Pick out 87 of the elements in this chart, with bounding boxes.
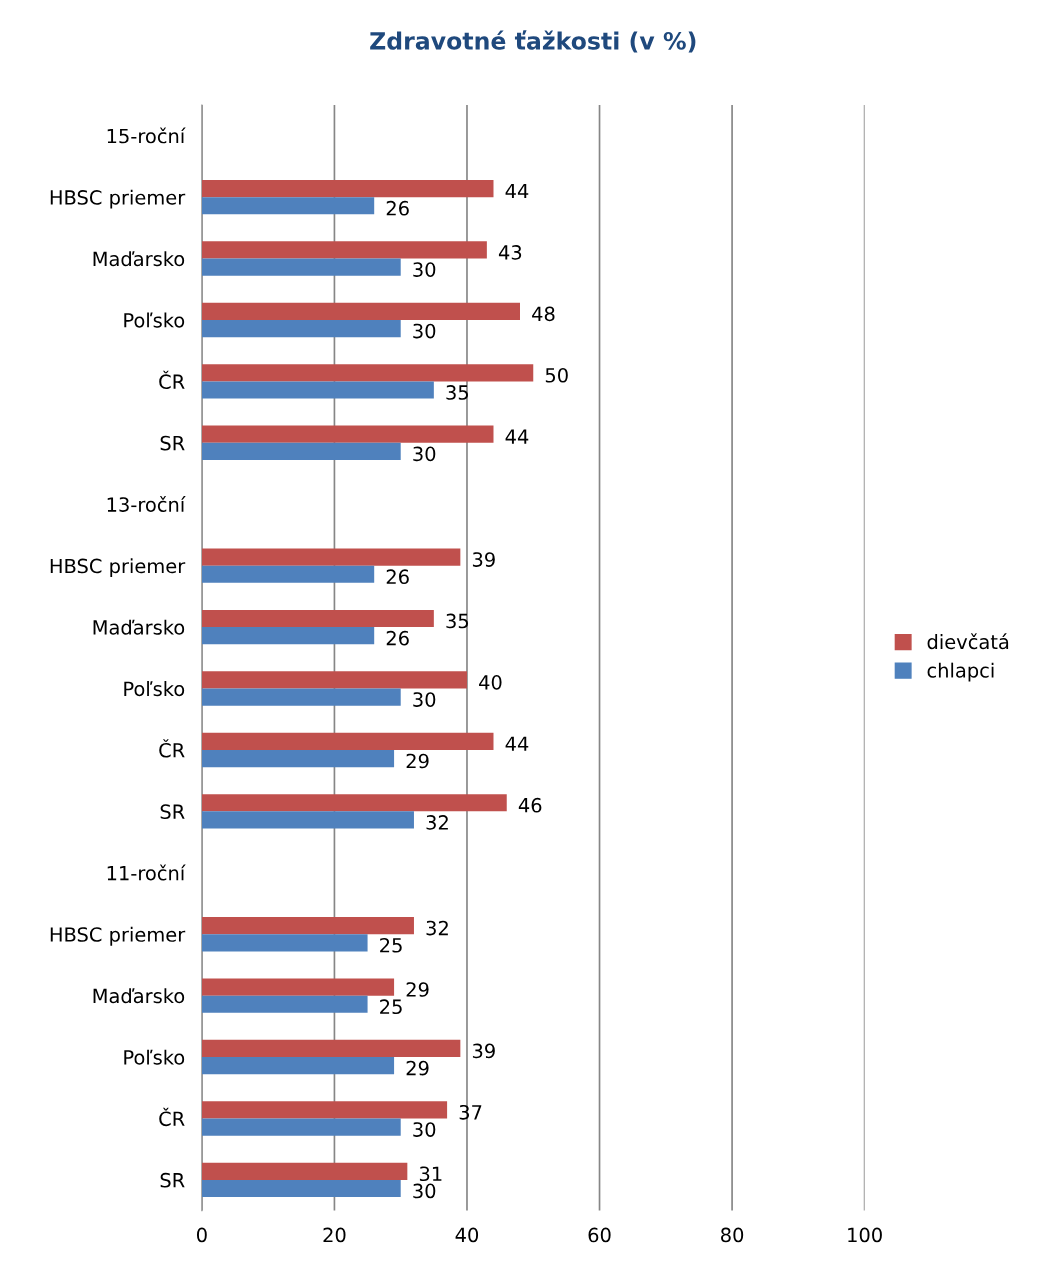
bar (201, 917, 414, 935)
x-tick-label: 40 (455, 1227, 479, 1243)
data-label: 37 (459, 1104, 482, 1120)
x-tick-label: 80 (721, 1227, 744, 1243)
data-label: 29 (406, 753, 429, 769)
data-label: 30 (413, 1122, 436, 1137)
chart-title: Zdravotné ťažkosti (v %) (370, 30, 696, 53)
data-label: 50 (545, 367, 568, 383)
data-label: 30 (413, 1183, 436, 1199)
x-tick-label: 100 (848, 1227, 882, 1243)
x-tick-label: 60 (588, 1227, 611, 1243)
bar (201, 442, 401, 461)
data-label: 35 (446, 385, 468, 400)
bar (201, 1162, 408, 1180)
bar (201, 671, 467, 689)
y-tick-label: 15-roční (107, 127, 186, 144)
bar (201, 609, 434, 628)
y-tick-label: 13-roční (107, 496, 186, 512)
bar (201, 811, 414, 829)
y-tick-label: Poľsko (124, 312, 185, 328)
data-label: 32 (426, 815, 448, 830)
bar (201, 749, 395, 768)
bar (201, 1039, 461, 1058)
y-tick-label: HBSC priemer (50, 558, 186, 578)
bar (201, 1101, 448, 1119)
bar (201, 302, 520, 320)
x-tick-label: 0 (196, 1227, 207, 1243)
data-label: 30 (413, 692, 436, 707)
legend-label: dievčatá (927, 633, 1009, 650)
data-label: 44 (505, 429, 529, 444)
bar (201, 179, 494, 198)
data-label: 39 (472, 552, 495, 567)
data-label: 29 (406, 1060, 429, 1076)
y-tick-label: Poľsko (124, 1049, 185, 1065)
data-label: 39 (472, 1043, 495, 1059)
bar (201, 241, 487, 259)
data-label: 29 (406, 982, 429, 997)
data-label: 30 (413, 446, 436, 462)
y-tick-label: 11-roční (107, 864, 186, 881)
data-label: 31 (419, 1166, 442, 1182)
bar (201, 364, 534, 382)
data-label: 43 (498, 245, 522, 260)
bar (201, 548, 461, 566)
y-tick-label: Maďarsko (93, 988, 185, 1004)
data-label: 44 (505, 183, 529, 199)
bar (201, 565, 375, 583)
y-tick-label: HBSC priemer (50, 189, 186, 209)
y-tick-label: SR (160, 804, 185, 820)
bar (201, 794, 507, 812)
y-tick-label: HBSC priemer (50, 926, 186, 946)
bar (201, 1118, 401, 1136)
y-tick-label: ČR (159, 1107, 185, 1127)
bar (201, 425, 494, 443)
data-label: 30 (413, 262, 436, 277)
data-label: 35 (446, 613, 468, 629)
bar (201, 978, 395, 996)
bar (201, 381, 434, 399)
bar (201, 319, 401, 338)
data-label: 26 (386, 630, 409, 646)
data-label: 26 (386, 200, 409, 216)
y-tick-label: ČR (159, 370, 185, 390)
data-label: 48 (532, 306, 555, 322)
bar (201, 1179, 401, 1198)
bar (201, 258, 401, 276)
y-tick-label: Maďarsko (93, 251, 185, 267)
y-tick-label: ČR (159, 739, 185, 758)
x-tick-label: 20 (323, 1227, 346, 1243)
y-tick-label: SR (160, 435, 185, 451)
data-label: 32 (426, 920, 448, 936)
data-label: 40 (479, 675, 502, 690)
y-tick-label: SR (160, 1172, 185, 1188)
data-label: 44 (505, 736, 529, 751)
y-tick-label: Poľsko (124, 681, 185, 697)
bar (201, 732, 494, 750)
data-label: 26 (386, 569, 409, 585)
data-label: 25 (380, 937, 402, 953)
bar (201, 934, 368, 952)
bar (201, 627, 375, 645)
bar (201, 1057, 395, 1075)
bar (201, 995, 368, 1013)
bar (201, 688, 401, 706)
data-label: 25 (380, 999, 402, 1015)
y-tick-label: Maďarsko (93, 619, 185, 635)
data-label: 46 (518, 797, 542, 813)
bar (201, 197, 375, 215)
data-label: 30 (413, 323, 436, 339)
legend-label: chlapci (927, 662, 994, 682)
